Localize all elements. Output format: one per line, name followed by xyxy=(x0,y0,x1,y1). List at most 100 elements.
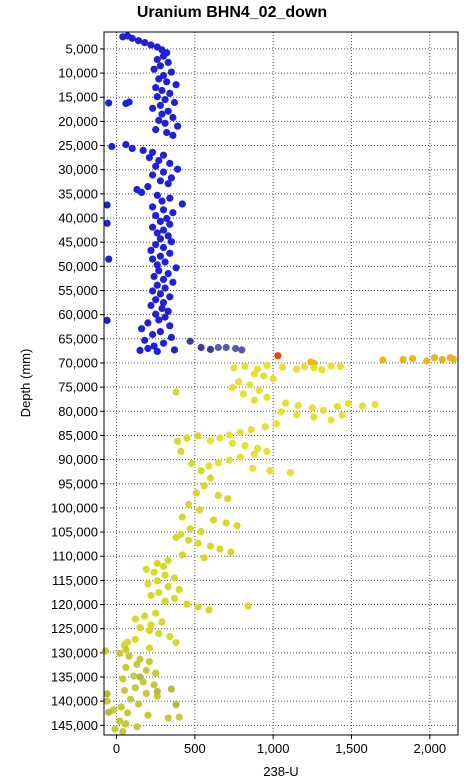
data-point xyxy=(152,84,160,92)
data-point xyxy=(266,467,274,475)
data-point xyxy=(253,444,262,453)
data-point xyxy=(144,183,152,191)
data-point xyxy=(161,313,169,321)
data-point xyxy=(153,577,161,585)
data-point xyxy=(249,464,257,472)
data-point xyxy=(153,191,161,199)
data-point xyxy=(269,375,277,383)
data-point xyxy=(125,652,133,660)
data-point xyxy=(127,695,135,703)
data-point xyxy=(293,411,301,419)
data-point xyxy=(228,384,236,392)
data-point xyxy=(159,52,168,60)
data-point xyxy=(145,644,153,652)
y-tick-label: 50,000 xyxy=(58,259,98,274)
data-point xyxy=(136,655,144,663)
data-point xyxy=(169,131,177,139)
data-point xyxy=(319,406,327,414)
data-point xyxy=(153,93,161,101)
data-point xyxy=(153,559,161,568)
data-point xyxy=(103,697,111,705)
data-point xyxy=(145,154,153,162)
data-point xyxy=(142,666,150,674)
data-point xyxy=(158,618,166,626)
data-point xyxy=(438,356,446,364)
data-point xyxy=(250,396,258,404)
data-point xyxy=(294,401,302,410)
data-point xyxy=(161,597,169,605)
data-point xyxy=(166,322,174,330)
data-point xyxy=(139,146,147,154)
data-point xyxy=(116,649,124,657)
x-axis-ticks: 0 500 1,000 1,500 2,000 xyxy=(113,735,446,756)
data-point xyxy=(155,75,163,83)
data-point xyxy=(206,437,215,445)
data-point xyxy=(310,364,318,372)
data-point xyxy=(169,113,177,122)
data-point xyxy=(141,336,149,344)
y-tick-label: 140,000 xyxy=(51,694,98,709)
data-point xyxy=(150,681,158,689)
data-point xyxy=(144,580,152,588)
chart-title: Uranium BHN4_02_down xyxy=(137,4,327,21)
data-point xyxy=(161,258,169,266)
data-point xyxy=(192,489,200,497)
data-point xyxy=(164,583,172,591)
data-point xyxy=(200,482,208,490)
data-point xyxy=(197,528,205,536)
data-point xyxy=(161,96,169,104)
data-point xyxy=(105,255,113,263)
data-point xyxy=(122,141,130,149)
y-tick-label: 100,000 xyxy=(51,500,98,515)
data-point xyxy=(210,516,218,524)
data-point xyxy=(149,223,157,231)
data-point xyxy=(172,388,180,396)
data-point xyxy=(159,151,168,159)
data-point xyxy=(161,284,169,292)
x-axis-label: 238-U xyxy=(263,764,298,779)
data-point xyxy=(423,357,431,365)
data-point xyxy=(149,104,157,112)
data-point xyxy=(103,690,111,698)
data-point xyxy=(263,393,271,401)
data-point xyxy=(308,404,316,412)
data-point xyxy=(177,447,185,455)
data-point xyxy=(358,402,367,410)
data-point xyxy=(153,261,161,269)
data-point xyxy=(277,408,285,416)
data-point xyxy=(239,390,247,398)
data-point xyxy=(222,519,230,527)
data-point xyxy=(409,355,417,363)
y-tick-label: 40,000 xyxy=(58,211,98,226)
data-point xyxy=(244,602,252,610)
y-axis-label: Depth (mm) xyxy=(18,349,33,418)
data-point xyxy=(255,386,263,395)
y-tick-label: 35,000 xyxy=(58,186,98,201)
y-tick-label: 120,000 xyxy=(51,597,98,612)
data-point xyxy=(449,355,457,363)
data-point xyxy=(158,304,166,312)
data-point xyxy=(156,328,164,336)
data-point xyxy=(247,426,255,434)
data-point xyxy=(225,431,233,439)
data-point xyxy=(144,344,152,353)
data-point xyxy=(130,672,138,680)
data-point xyxy=(136,624,144,632)
y-tick-label: 15,000 xyxy=(58,90,98,105)
data-point xyxy=(166,89,174,97)
data-point xyxy=(153,347,161,355)
data-point xyxy=(261,423,269,431)
data-point xyxy=(170,346,179,354)
data-point xyxy=(152,310,160,318)
data-point xyxy=(147,246,155,254)
y-tick-label: 20,000 xyxy=(58,114,98,129)
data-point xyxy=(178,513,186,521)
data-point xyxy=(102,647,110,655)
y-tick-label: 70,000 xyxy=(58,355,98,370)
data-point xyxy=(119,728,127,736)
data-point xyxy=(133,723,141,731)
data-point xyxy=(155,629,163,638)
data-point xyxy=(149,203,157,211)
data-point xyxy=(166,159,174,167)
data-point xyxy=(195,506,204,514)
